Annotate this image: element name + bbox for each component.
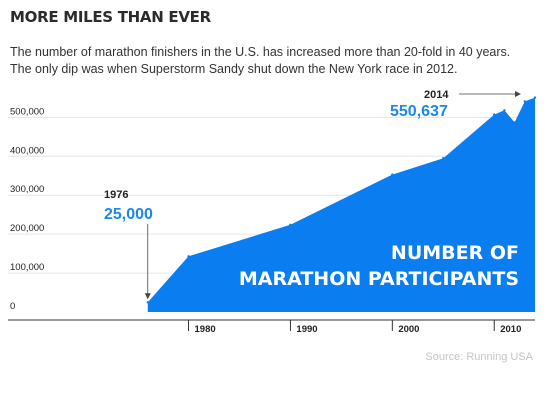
- series-area: [147, 97, 535, 312]
- data-point: [503, 109, 506, 112]
- y-tick-label: 200,000: [10, 223, 44, 234]
- y-tick-label: 500,000: [10, 106, 44, 117]
- annotation-year-start: 1976: [104, 189, 128, 201]
- data-point: [187, 255, 190, 258]
- annotation-arrowhead-start: [144, 293, 151, 300]
- data-point: [523, 100, 526, 103]
- series-label-line: MARATHON PARTICIPANTS: [239, 268, 519, 290]
- data-point: [533, 96, 537, 99]
- annotation-value-start: 25,000: [104, 206, 153, 223]
- x-axis: 1980 1990 2000 2010: [8, 319, 535, 335]
- chart-title: MORE MILES THAN EVER: [10, 8, 211, 26]
- x-tick-label: 1980: [195, 324, 216, 335]
- data-point: [391, 173, 394, 176]
- y-tick-label: 0: [10, 301, 15, 312]
- x-tick-label: 2010: [500, 324, 521, 335]
- data-point: [289, 223, 292, 226]
- series-label-line: NUMBER OF: [391, 242, 519, 264]
- annotations: 1976 25,000 2014 550,637: [104, 89, 521, 300]
- y-tick-label: 100,000: [10, 262, 44, 273]
- data-point: [513, 121, 516, 124]
- y-tick-labels: 0 100,000 200,000 300,000 400,000 500,000: [10, 106, 44, 312]
- annotation-value-end: 550,637: [390, 103, 448, 120]
- series-label: NUMBER OF MARATHON PARTICIPANTS: [239, 242, 519, 290]
- annotation-year-end: 2014: [424, 89, 449, 101]
- y-tick-label: 300,000: [10, 184, 44, 195]
- x-tick-label: 1990: [296, 324, 317, 335]
- data-point: [493, 113, 496, 116]
- data-point: [146, 301, 149, 304]
- chart-subtitle: The number of marathon finishers in the …: [10, 45, 511, 76]
- area-layer: [146, 96, 537, 312]
- y-tick-label: 400,000: [10, 145, 44, 156]
- annotation-arrowhead-end: [515, 91, 521, 97]
- data-point: [442, 157, 445, 160]
- x-tick-label: 2000: [398, 324, 419, 335]
- source-note: Source: Running USA: [425, 351, 533, 363]
